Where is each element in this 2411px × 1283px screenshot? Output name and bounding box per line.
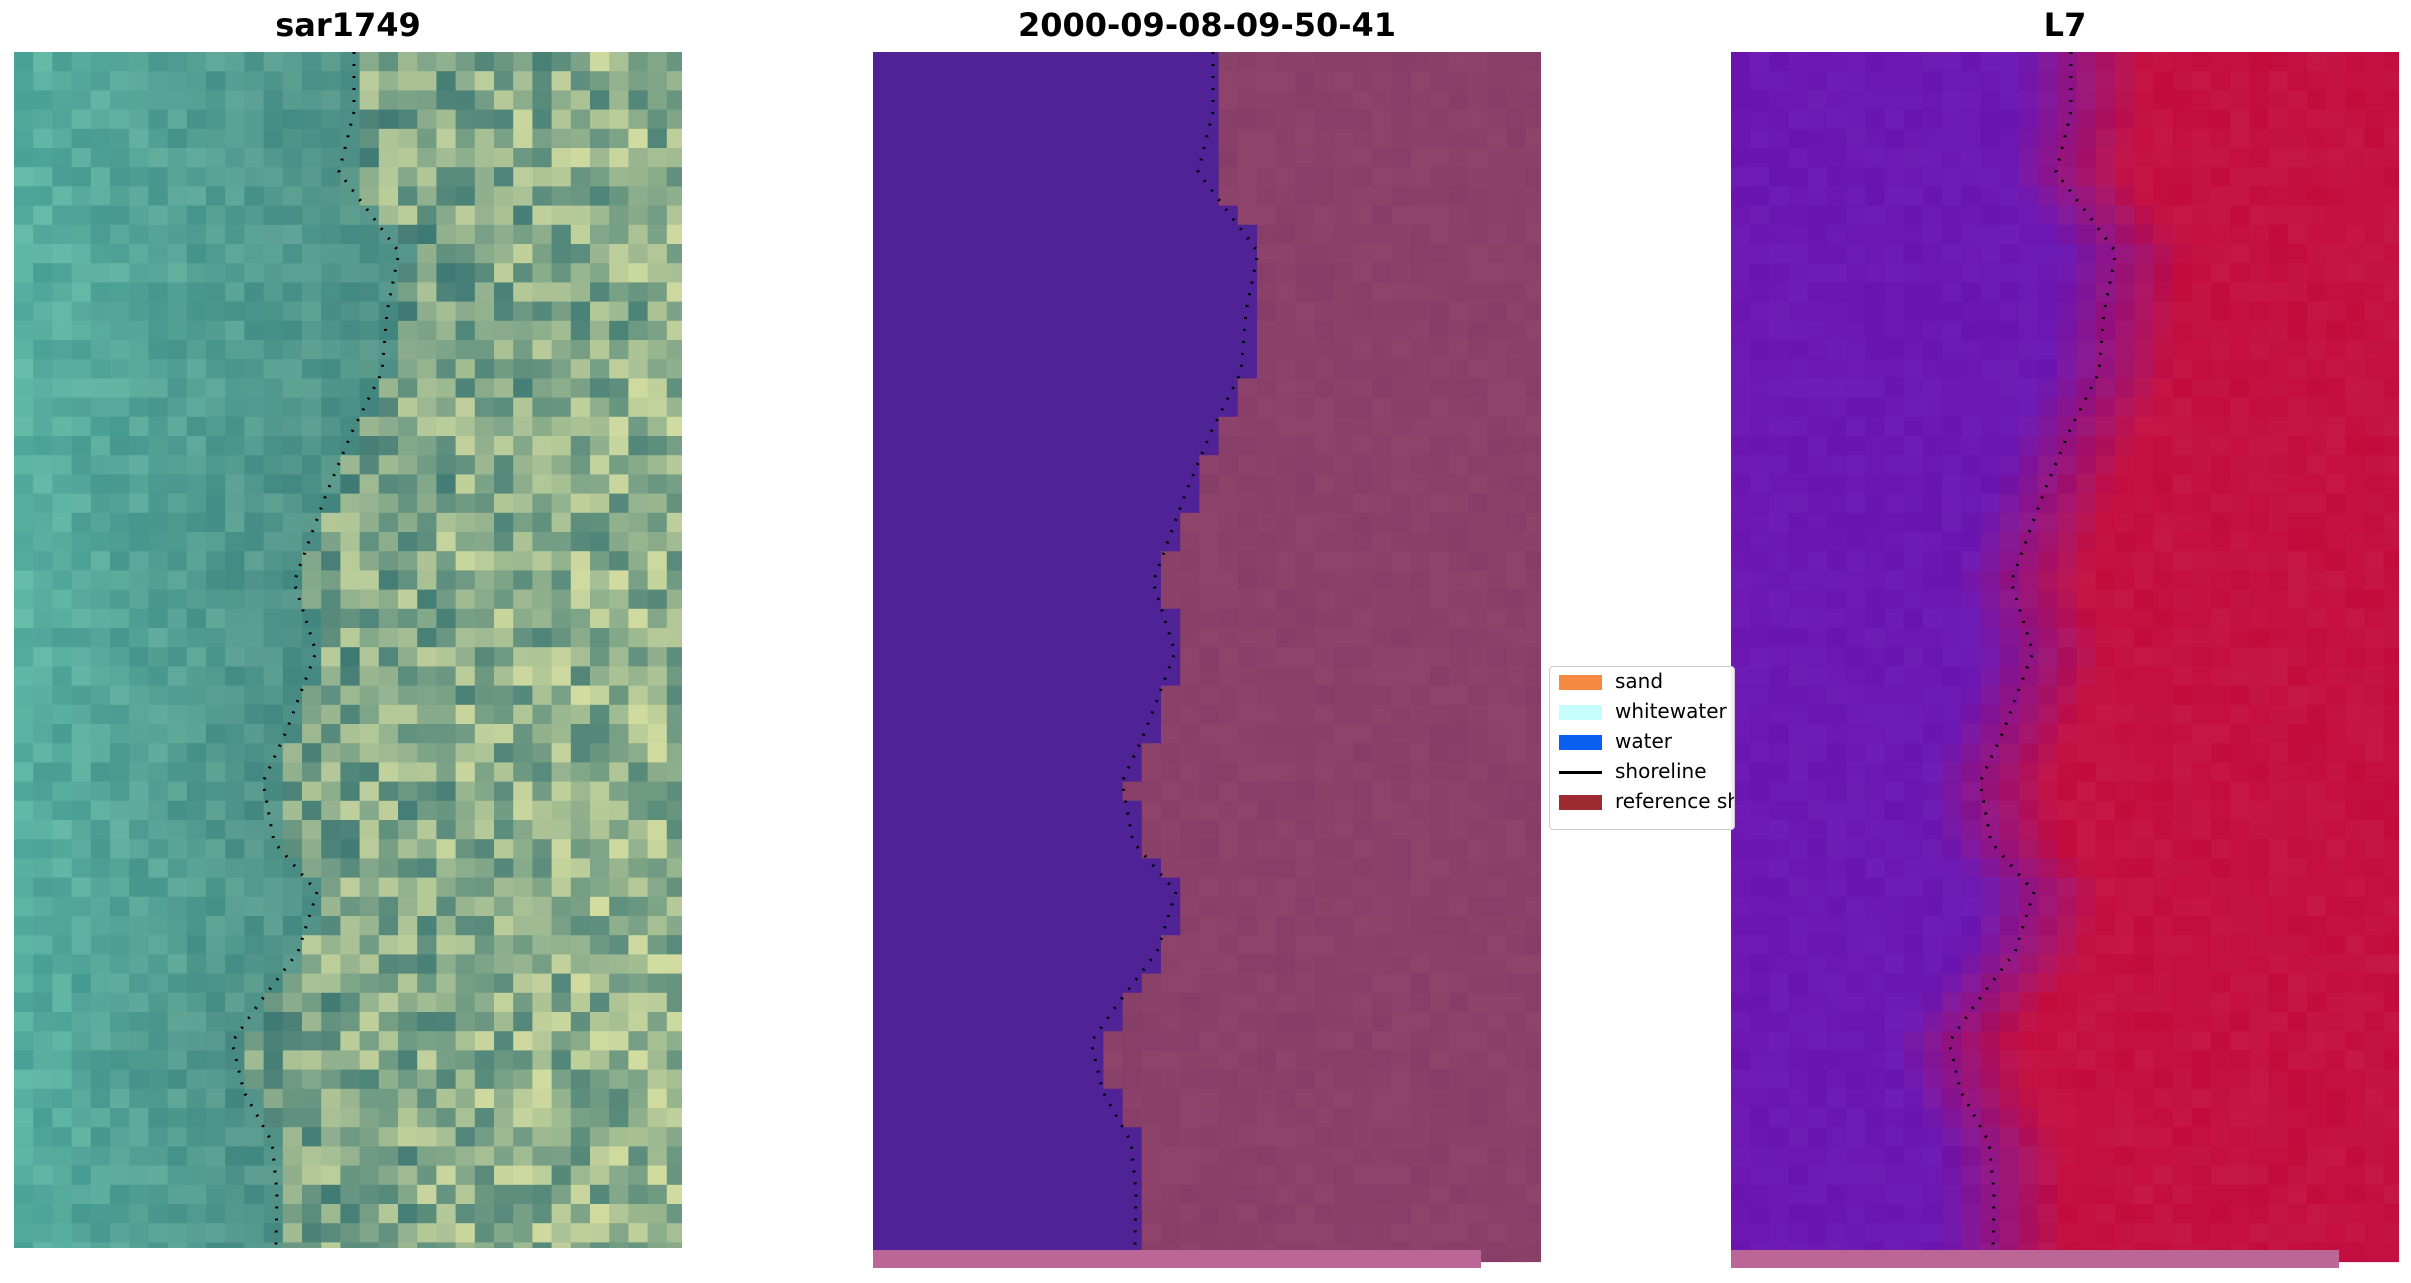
- no-data-strip: [1731, 1250, 2339, 1268]
- legend-swatch-reference-shoreline: [1559, 795, 1602, 810]
- index-image: [1731, 52, 2399, 1268]
- legend-label-whitewater: whitewater: [1615, 699, 1727, 723]
- no-data-strip: [873, 1250, 1481, 1268]
- legend: sand whitewater water shoreline referenc…: [1549, 666, 1735, 830]
- legend-line-shoreline: [1559, 771, 1602, 774]
- legend-label-water: water: [1615, 729, 1672, 753]
- legend-label-sand: sand: [1615, 669, 1664, 693]
- panel-title-true-color: sar1749: [275, 6, 421, 44]
- legend-label-shoreline: shoreline: [1615, 759, 1707, 783]
- legend-swatch-sand: [1559, 675, 1602, 690]
- true-color-image: [14, 52, 682, 1248]
- panel-title-index: L7: [2043, 6, 2087, 44]
- classified-image: [873, 52, 1541, 1268]
- legend-label-reference-shoreline: reference shoreline: [1615, 789, 1734, 813]
- legend-swatch-whitewater: [1559, 705, 1602, 720]
- panel-title-classified: 2000-09-08-09-50-41: [1017, 6, 1397, 44]
- legend-swatch-water: [1559, 735, 1602, 750]
- index-image-panel: [1731, 52, 2399, 1270]
- classified-image-panel: [873, 52, 1541, 1270]
- true-color-image-panel: [14, 52, 682, 1248]
